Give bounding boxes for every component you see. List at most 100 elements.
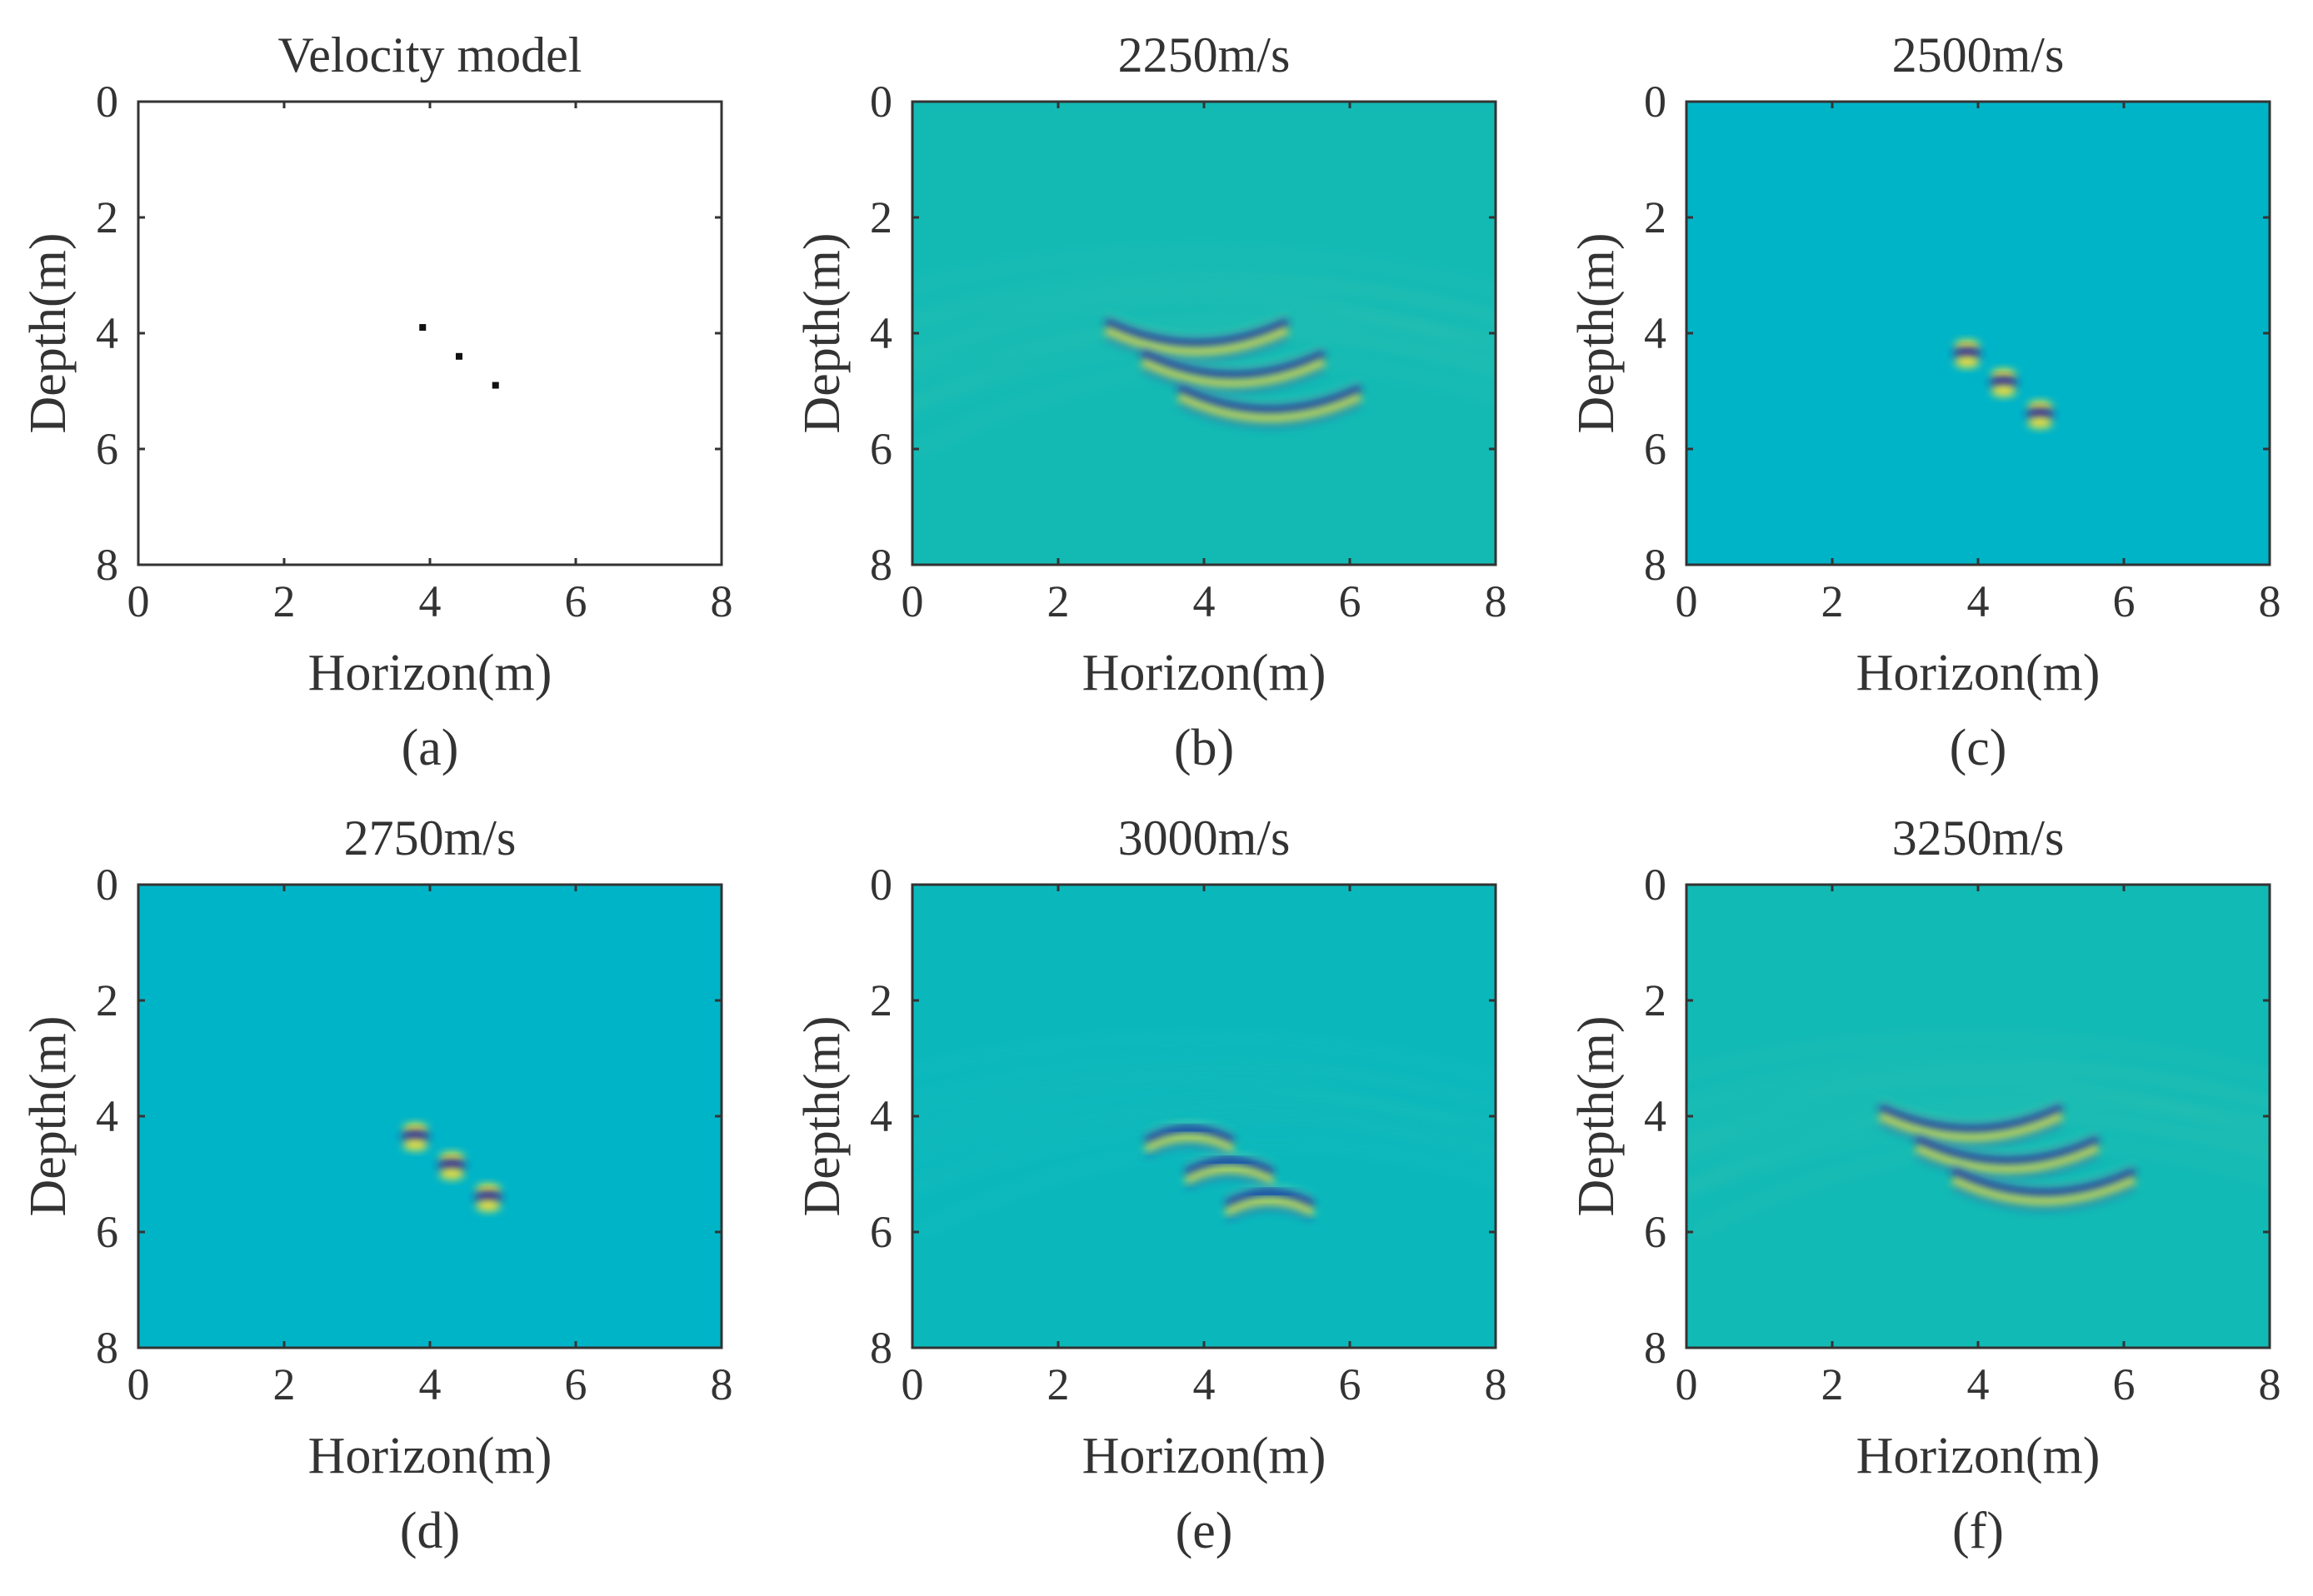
scatterer-image <box>1224 1185 1316 1223</box>
wavefront-ring <box>915 1140 1496 1236</box>
panel-caption: (b) <box>1174 720 1234 776</box>
wavelet-halo <box>1915 1131 2100 1159</box>
x-tick-label: 4 <box>1193 576 1216 626</box>
wavelet-tail <box>1144 1143 1235 1160</box>
x-axis-label: Horizon(m) <box>1082 1428 1326 1484</box>
y-tick-label: 2 <box>96 975 118 1025</box>
chart-title: 2750m/s <box>344 810 517 865</box>
wavefront-ring <box>912 1100 1496 1160</box>
plot-content-c <box>1952 340 2055 429</box>
y-axis-label: Depth(m) <box>20 1015 77 1216</box>
wavefront-ring <box>1686 1035 2270 1080</box>
wavelet-tail <box>1177 402 1362 428</box>
y-tick-label: 8 <box>96 540 118 590</box>
x-tick-label: 2 <box>1047 1359 1070 1409</box>
scatterer-image <box>1140 345 1326 394</box>
y-tick-label: 4 <box>870 308 892 358</box>
wavelet-tail <box>1141 367 1326 394</box>
wavelet-yellow <box>1103 327 1290 356</box>
y-tick-label: 6 <box>1644 424 1666 474</box>
wavelet-blue <box>474 1191 502 1204</box>
y-tick-label: 4 <box>1644 1091 1666 1141</box>
wavelet-halo <box>1177 380 1362 407</box>
x-tick-label: 4 <box>419 576 442 626</box>
scatterer-image <box>1951 1163 2137 1211</box>
plot-content-f <box>1686 1035 2270 1236</box>
wavefront-ring <box>912 302 1496 363</box>
wavelet-yellow <box>2027 416 2053 429</box>
y-tick-label: 8 <box>870 1323 892 1373</box>
x-tick-label: 8 <box>711 576 733 626</box>
wavelet-blue <box>401 1130 430 1143</box>
wavelet-blue <box>1184 1157 1276 1177</box>
wavelet-tail <box>1225 1206 1315 1223</box>
wavelet-yellow <box>1184 1165 1276 1185</box>
x-tick-label: 8 <box>1485 576 1507 626</box>
plot-content-e <box>912 1035 1496 1236</box>
wavefront-ring <box>1689 1140 2270 1236</box>
scatterer-image <box>1103 313 1290 362</box>
wavelet-tail <box>1951 1185 2136 1211</box>
wavefront-ring <box>912 322 1496 403</box>
wavefront-ring <box>912 282 1496 332</box>
scatterer-image <box>2026 401 2055 429</box>
y-tick-label: 4 <box>96 308 118 358</box>
wavelet-yellow <box>1914 1145 2101 1174</box>
x-axis-label: Horizon(m) <box>1082 645 1326 701</box>
y-tick-label: 8 <box>1644 1323 1666 1373</box>
wavefront-ring <box>915 357 1496 453</box>
x-tick-label: 0 <box>1676 576 1698 626</box>
wavelet-blue <box>1140 350 1326 380</box>
plot-area-c <box>1686 102 2270 565</box>
x-tick-label: 2 <box>1047 576 1070 626</box>
wavelet-yellow <box>402 1139 428 1151</box>
wavelet-halo <box>1141 345 1326 372</box>
y-axis-label: Depth(m) <box>794 232 851 433</box>
y-tick-label: 8 <box>870 540 892 590</box>
x-tick-label: 6 <box>1339 576 1361 626</box>
y-tick-label: 0 <box>870 77 892 127</box>
wavelet-tail <box>1915 1153 2100 1180</box>
chart-title: 3000m/s <box>1118 810 1291 865</box>
y-tick-label: 8 <box>1644 540 1666 590</box>
wavelet-blue <box>1952 347 1981 360</box>
wavelet-yellow <box>439 1168 465 1180</box>
wavelet-yellow <box>1877 1112 2064 1142</box>
y-tick-label: 8 <box>96 1323 118 1373</box>
x-tick-label: 2 <box>273 1359 296 1409</box>
y-tick-label: 6 <box>96 424 118 474</box>
y-tick-label: 4 <box>1644 308 1666 358</box>
wavelet-tail <box>1104 336 1289 362</box>
wavelet-blue <box>1989 377 2018 389</box>
y-tick-label: 2 <box>1644 192 1666 242</box>
scatterer-image <box>437 1152 467 1180</box>
y-tick-label: 4 <box>96 1091 118 1141</box>
x-tick-label: 0 <box>902 576 924 626</box>
x-tick-label: 6 <box>565 1359 587 1409</box>
wavefront-ring <box>912 1120 1496 1195</box>
y-tick-label: 4 <box>870 1091 892 1141</box>
wavefront-ring <box>912 290 1496 362</box>
x-axis-label: Horizon(m) <box>308 645 552 701</box>
y-tick-label: 0 <box>96 860 118 910</box>
y-tick-label: 2 <box>870 975 892 1025</box>
wavelet-yellow <box>476 1199 501 1212</box>
wavelet-yellow <box>1991 385 2016 397</box>
wavefront-ring <box>1686 1088 2270 1149</box>
wavelet-blue <box>1224 1189 1316 1209</box>
plot-content-d <box>401 1123 502 1212</box>
wavelet-tail <box>1184 1175 1275 1191</box>
y-tick-label: 2 <box>870 192 892 242</box>
scatterer-image <box>401 1123 430 1151</box>
wavelet-yellow <box>1224 1197 1316 1217</box>
wavelet-halo <box>1878 1100 2063 1126</box>
x-tick-label: 0 <box>127 1359 150 1409</box>
panel-caption: (c) <box>1950 720 2007 776</box>
wavelet-yellow <box>1176 393 1363 422</box>
wavelet-blue <box>1176 385 1363 414</box>
